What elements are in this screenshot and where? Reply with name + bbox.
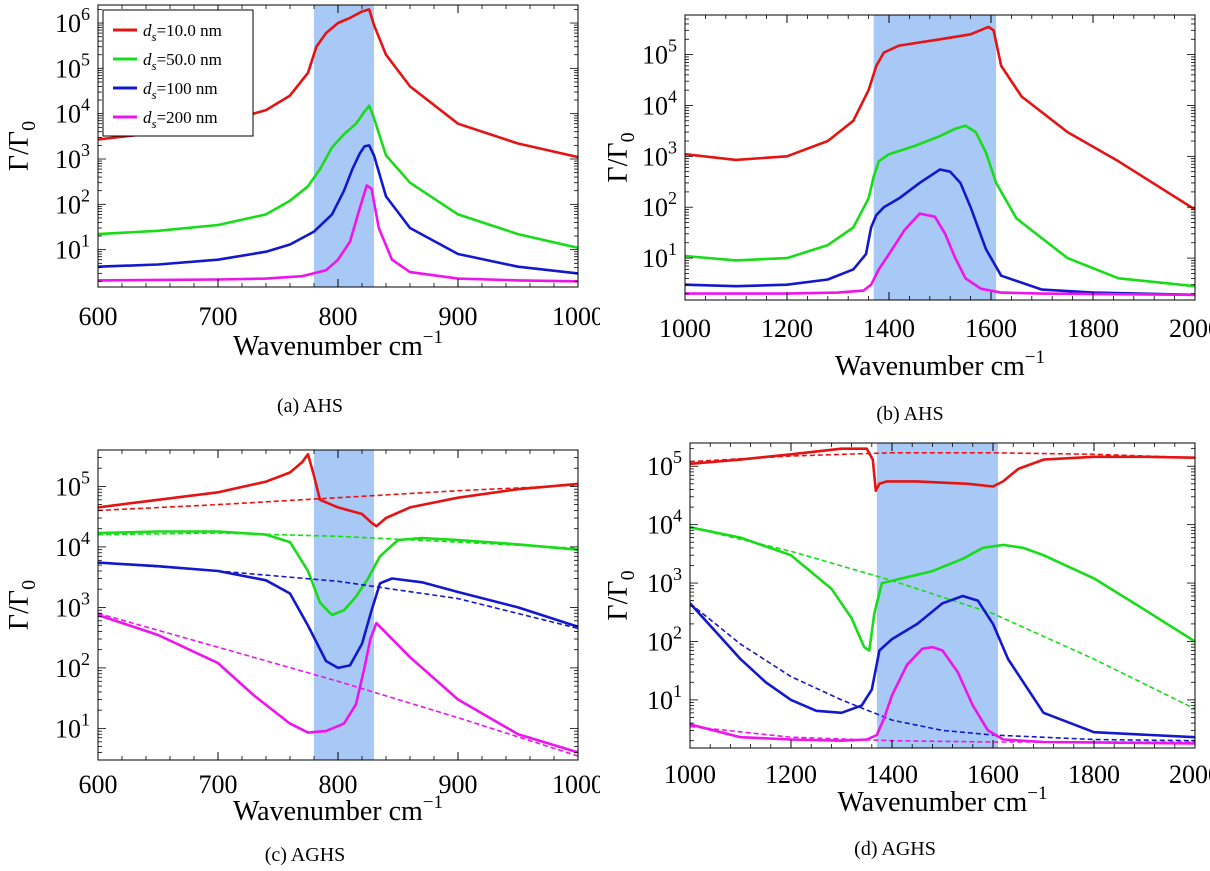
y-tick-label: 103 (55, 140, 90, 174)
legend: ds=10.0 nm ds=50.0 nm ds=100 nm ds=200 nm (102, 9, 254, 137)
y-tick-label: 105 (642, 36, 677, 70)
chart-panel-c: 600 700 800 900 1000 101 102 103 104 105 Wavenumbe… (0, 440, 604, 871)
y-tick-label: 103 (647, 564, 682, 598)
x-tick-label: 700 (199, 770, 238, 799)
x-tick-label: 1200 (765, 760, 817, 789)
x-tick-label: 600 (79, 302, 118, 331)
x-axis-label: Wavenumber cm−1 (835, 347, 1045, 380)
x-tick-label: 1600 (967, 760, 1019, 789)
x-tick-label: 2000 (1169, 760, 1210, 789)
y-tick-label: 101 (55, 231, 90, 265)
series-line-1 (685, 124, 1195, 288)
chart-c-svg: 600 700 800 900 1000 101 102 103 104 105 Wavenumbe… (4, 449, 604, 827)
y-tick-label: 104 (55, 95, 90, 129)
series-line-1 (690, 452, 1195, 463)
series-line-3 (98, 184, 578, 283)
x-axis-label: Wavenumber cm−1 (838, 783, 1048, 818)
y-tick-label: 105 (55, 49, 90, 83)
chart-panel-b: 1000 1200 1400 1600 1800 2000 101 102 103 104 105 W… (603, 0, 1210, 430)
series-line-2 (690, 526, 1195, 652)
x-tick-label: 800 (319, 302, 358, 331)
chart-d-caption: (d) AGHS (854, 838, 936, 860)
y-tick-label: 106 (55, 4, 90, 38)
y-axis-label: Γ/Γ0 (605, 570, 639, 620)
series-line-1 (98, 104, 578, 250)
series-line-0 (690, 447, 1195, 493)
y-axis-label: Γ/Γ0 (4, 121, 40, 171)
series-line-2 (98, 144, 578, 275)
series-line-3 (98, 532, 578, 550)
series-line-4 (690, 594, 1195, 739)
x-tick-label: 1400 (863, 314, 915, 343)
series-line-6 (690, 645, 1195, 745)
y-axis-label: Γ/Γ0 (605, 132, 639, 182)
series-line-7 (690, 725, 1195, 743)
legend-label: ds=10.0 nm (143, 21, 222, 44)
x-tick-label: 900 (439, 302, 478, 331)
y-tick-label: 101 (647, 681, 682, 715)
x-tick-label: 2000 (1169, 314, 1210, 343)
x-axis-label: Wavenumber cm−1 (233, 792, 443, 827)
chart-b-caption: (b) AHS (876, 403, 944, 425)
y-tick-label: 101 (55, 709, 90, 743)
y-tick-label: 102 (642, 188, 677, 222)
chart-c-caption: (c) AGHS (264, 844, 346, 866)
series-line-0 (685, 25, 1195, 211)
y-tick-label: 103 (55, 588, 90, 622)
x-tick-label: 600 (79, 770, 118, 799)
y-tick-label: 105 (647, 447, 682, 481)
x-tick-label: 1000 (659, 314, 711, 343)
chart-b-svg: 1000 1200 1400 1600 1800 2000 101 102 103 104 105 W… (603, 14, 1210, 382)
legend-label: ds=200 nm (143, 108, 218, 131)
plot-frame (689, 442, 1196, 749)
chart-panel-d: 1000 1200 1400 1600 1800 2000 101 102 103 104 105 W… (603, 438, 1210, 871)
y-tick-label: 103 (642, 137, 677, 171)
y-axis-label: Γ/Γ0 (4, 580, 40, 630)
y-tick-label: 102 (55, 185, 90, 219)
chart-a-svg: 600 700 800 900 1000 101 102 103 104 105 106 Wavenu… (4, 4, 604, 362)
x-tick-label: 900 (439, 770, 478, 799)
y-tick-label: 104 (647, 506, 682, 540)
x-tick-label: 1000 (552, 302, 600, 331)
y-tick-label: 101 (642, 239, 677, 273)
x-tick-label: 1000 (552, 770, 600, 799)
series-line-5 (98, 561, 578, 630)
highlight-band (873, 15, 997, 300)
y-tick-label: 105 (55, 467, 90, 501)
chart-d-svg: 1000 1200 1400 1600 1800 2000 101 102 103 104 105 W… (603, 442, 1210, 818)
series-line-3 (690, 526, 1195, 710)
series-line-0 (98, 8, 578, 159)
legend-label: ds=50.0 nm (143, 50, 222, 73)
y-tick-label: 104 (55, 528, 90, 562)
series-line-0 (98, 453, 578, 528)
series-line-5 (690, 602, 1195, 742)
series-line-6 (98, 613, 578, 754)
x-tick-label: 1800 (1067, 314, 1119, 343)
series-line-2 (685, 168, 1195, 297)
legend-label: ds=100 nm (143, 79, 218, 102)
y-tick-label: 102 (647, 622, 682, 656)
series-line-1 (98, 484, 578, 512)
chart-a-caption: (a) AHS (276, 395, 344, 417)
plot-frame (684, 14, 1196, 301)
x-tick-label: 700 (199, 302, 238, 331)
x-tick-label: 1600 (965, 314, 1017, 343)
series-line-7 (98, 612, 578, 757)
y-tick-label: 102 (55, 649, 90, 683)
chart-panel-a: 600 700 800 900 1000 101 102 103 104 105 106 Wavenu… (0, 0, 604, 430)
series-line-4 (98, 561, 578, 670)
x-tick-label: 1000 (664, 760, 716, 789)
series-line-3 (685, 212, 1195, 297)
x-axis-label: Wavenumber cm−1 (233, 327, 443, 362)
x-tick-label: 1800 (1068, 760, 1120, 789)
x-tick-label: 800 (319, 770, 358, 799)
x-tick-label: 1400 (866, 760, 918, 789)
y-tick-label: 104 (642, 86, 677, 120)
x-tick-label: 1200 (761, 314, 813, 343)
